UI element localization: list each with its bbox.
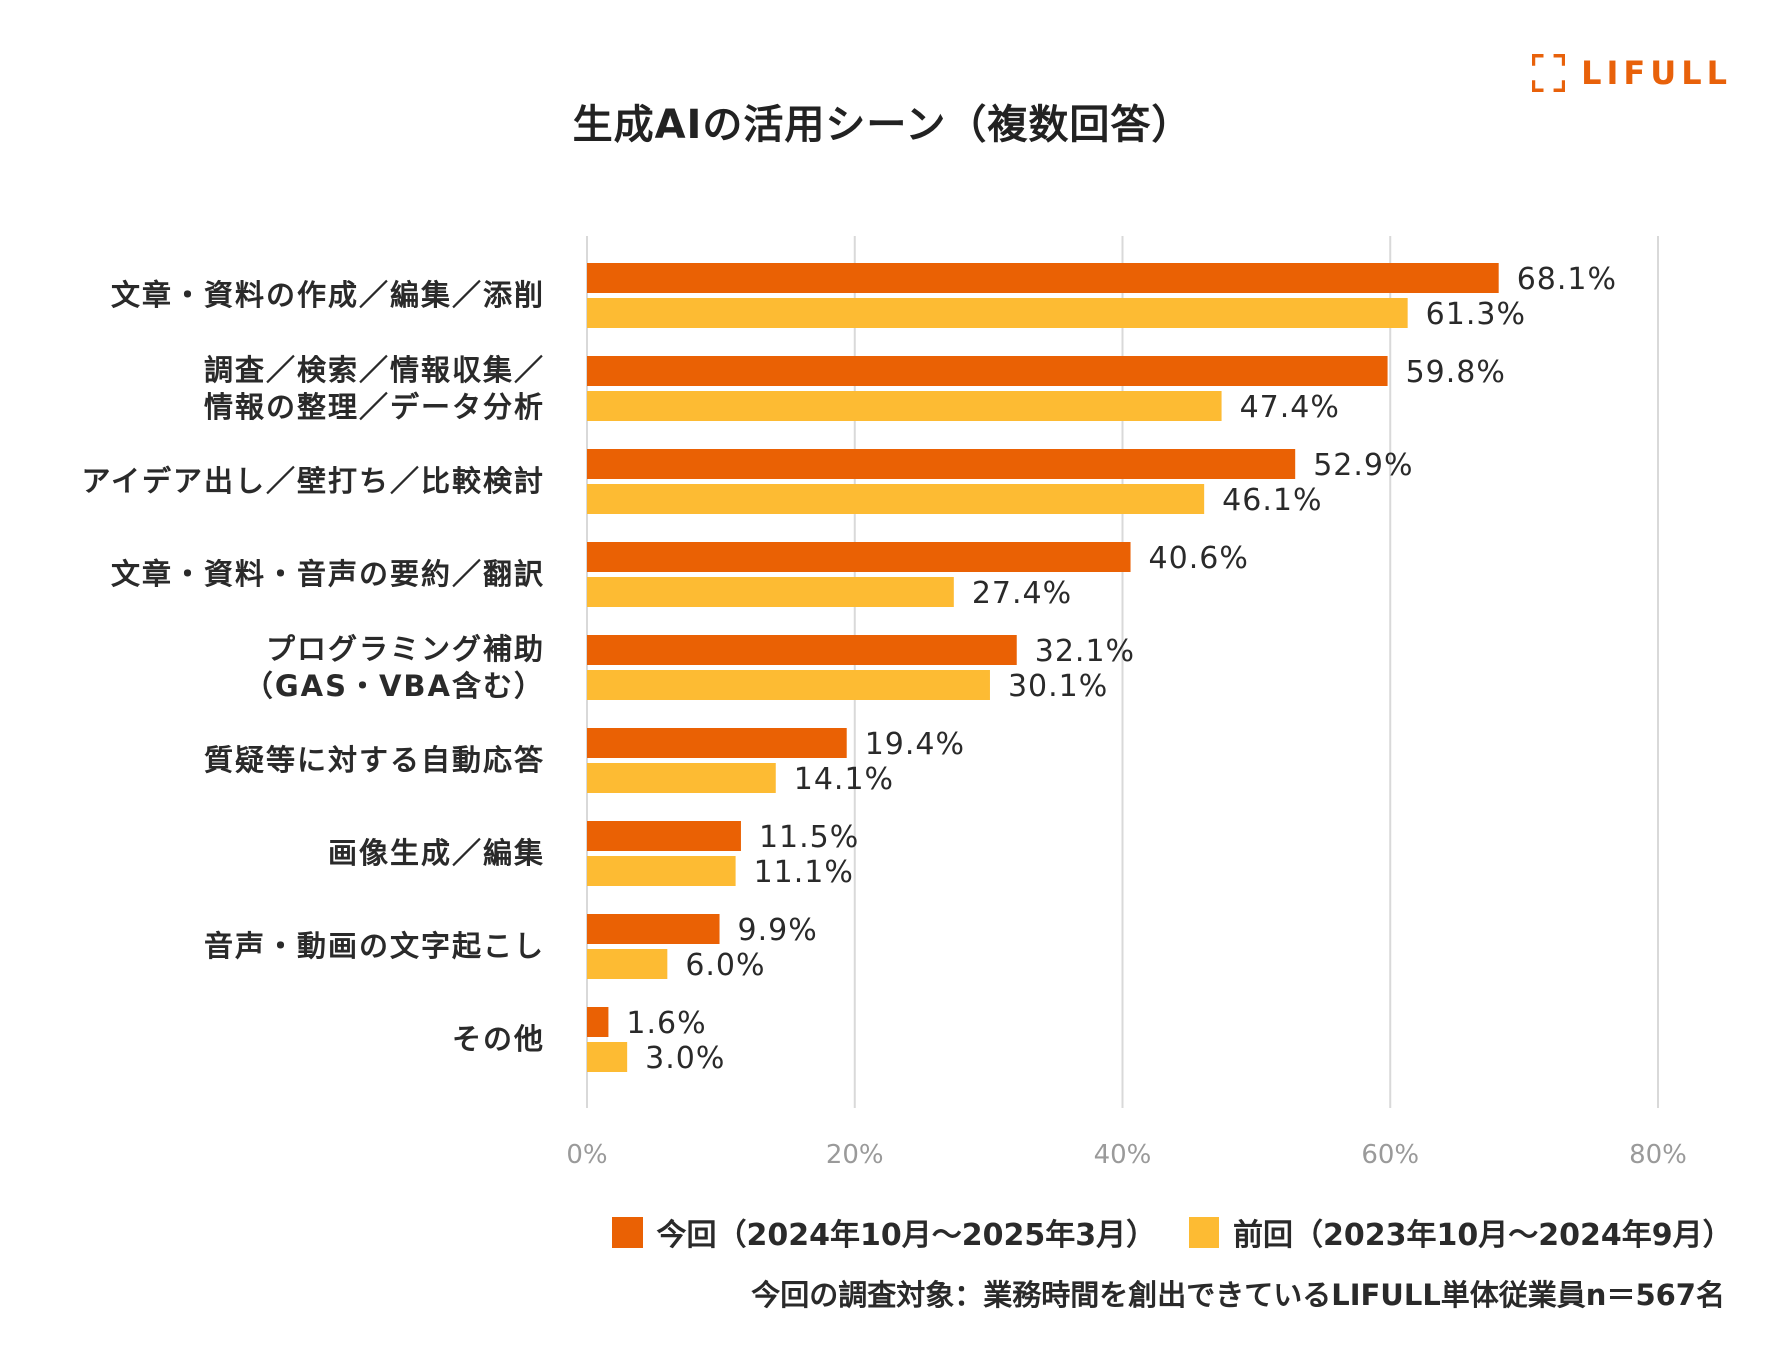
bar-current xyxy=(587,914,720,944)
data-label-current: 68.1% xyxy=(1517,262,1617,297)
category-label-line: （GAS・VBA含む） xyxy=(243,668,545,703)
data-label-previous: 47.4% xyxy=(1240,390,1340,425)
x-tick-label: 60% xyxy=(1361,1140,1419,1170)
legend-swatch-current xyxy=(612,1216,643,1248)
x-tick-label: 0% xyxy=(566,1140,607,1170)
bar-previous xyxy=(587,1042,628,1072)
bar-current xyxy=(587,263,1499,293)
category-label-line: 音声・動画の文字起こし xyxy=(203,929,545,963)
category-label-line: プログラミング補助 xyxy=(265,631,545,666)
category-label: 音声・動画の文字起こし xyxy=(30,928,545,965)
bar-previous xyxy=(587,670,990,700)
data-label-current: 9.9% xyxy=(738,913,818,948)
data-label-previous: 61.3% xyxy=(1426,297,1526,332)
data-label-previous: 11.1% xyxy=(754,855,854,890)
category-label-line: 文章・資料・音声の要約／翻訳 xyxy=(110,557,545,591)
category-label: 文章・資料・音声の要約／翻訳 xyxy=(30,556,545,593)
survey-footnote: 今回の調査対象：業務時間を創出できているLIFULL単体従業員n＝567名 xyxy=(751,1278,1725,1312)
bar-current xyxy=(587,635,1017,665)
data-label-previous: 14.1% xyxy=(794,762,894,797)
legend-label-previous: 前回（2023年10月～2024年9月） xyxy=(1233,1218,1733,1253)
category-label-line: 質疑等に対する自動応答 xyxy=(203,743,545,777)
category-label-line: 調査／検索／情報収集／ xyxy=(203,352,545,387)
bar-current xyxy=(587,1007,609,1037)
lifull-bracket-icon xyxy=(1532,53,1566,93)
bar-previous xyxy=(587,763,776,793)
category-label: プログラミング補助 （GAS・VBA含む） xyxy=(30,631,545,705)
category-label: 画像生成／編集 xyxy=(30,835,545,872)
bar-current xyxy=(587,449,1296,479)
bar-current xyxy=(587,356,1388,386)
bar-chart: 0% 20% 40% 60% 80%68.1%61.3%59.8%47.4%52.9%4… xyxy=(566,236,1687,1170)
data-label-current: 59.8% xyxy=(1406,355,1506,390)
bar-current xyxy=(587,821,741,851)
bar-previous xyxy=(587,577,954,607)
category-label-line: 画像生成／編集 xyxy=(327,836,545,870)
data-label-current: 1.6% xyxy=(626,1006,706,1041)
bar-previous xyxy=(587,298,1408,328)
category-label-line: アイデア出し／壁打ち／比較検討 xyxy=(81,464,545,498)
logo-text: LIFULL xyxy=(1581,54,1732,92)
category-label: その他 xyxy=(30,1021,545,1058)
legend-label-current: 今回（2024年10月～2025年3月） xyxy=(656,1218,1157,1253)
bar-previous xyxy=(587,949,668,979)
data-label-current: 52.9% xyxy=(1313,448,1413,483)
category-label: アイデア出し／壁打ち／比較検討 xyxy=(30,463,545,500)
data-label-previous: 30.1% xyxy=(1008,669,1108,704)
chart-title: 生成AIの活用シーン（複数回答） xyxy=(572,102,1193,148)
x-tick-label: 80% xyxy=(1629,1140,1687,1170)
data-label-previous: 3.0% xyxy=(645,1041,725,1076)
data-label-current: 19.4% xyxy=(865,727,965,762)
bar-previous xyxy=(587,856,736,886)
category-label: 調査／検索／情報収集／ 情報の整理／データ分析 xyxy=(30,352,545,426)
data-label-previous: 46.1% xyxy=(1222,483,1322,518)
category-label: 質疑等に対する自動応答 xyxy=(30,742,545,779)
bar-current xyxy=(587,542,1131,572)
bar-previous xyxy=(587,484,1205,514)
data-label-previous: 6.0% xyxy=(685,948,765,983)
category-label: 文章・資料の作成／編集／添削 xyxy=(30,277,545,314)
data-label-current: 32.1% xyxy=(1035,634,1135,669)
category-label-line: その他 xyxy=(451,1022,545,1056)
legend-item-previous: 前回（2023年10月～2024年9月） xyxy=(1188,1210,1733,1254)
data-label-current: 11.5% xyxy=(759,820,859,855)
x-tick-label: 40% xyxy=(1094,1140,1152,1170)
legend-item-current: 今回（2024年10月～2025年3月） xyxy=(612,1210,1157,1254)
bar-previous xyxy=(587,391,1222,421)
legend-swatch-previous xyxy=(1188,1216,1220,1248)
category-label-line: 文章・資料の作成／編集／添削 xyxy=(110,278,545,312)
data-label-current: 40.6% xyxy=(1149,541,1249,576)
x-tick-label: 20% xyxy=(826,1140,884,1170)
bar-current xyxy=(587,728,847,758)
lifull-logo: LIFULL xyxy=(1532,44,1732,102)
category-label-line: 情報の整理／データ分析 xyxy=(203,389,545,424)
legend: 今回（2024年10月～2025年3月） 前回（2023年10月～2024年9月… xyxy=(612,1210,1765,1254)
data-label-previous: 27.4% xyxy=(972,576,1072,611)
